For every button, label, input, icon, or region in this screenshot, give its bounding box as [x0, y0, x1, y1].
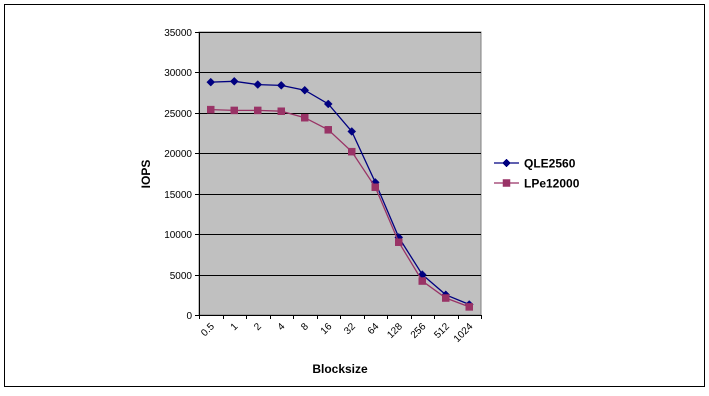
y-tick-label: 30000 [164, 68, 192, 79]
y-tick-label: 35000 [164, 28, 192, 39]
legend-marker-lpe12000 [502, 179, 511, 187]
series-line-lpe12000 [210, 108, 470, 308]
y-tick-label: 0 [186, 311, 192, 322]
data-point-qle2560 [229, 76, 239, 86]
data-point-lpe12000 [371, 183, 379, 191]
y-axis-title: IOPS [139, 160, 153, 189]
data-point-lpe12000 [230, 106, 238, 115]
data-point-lpe12000 [418, 277, 426, 285]
data-point-lpe12000 [301, 113, 309, 122]
series-lines [206, 76, 474, 311]
series-line-qle2560 [210, 80, 470, 306]
y-tick-label: 25000 [164, 109, 192, 120]
y-tick-label: 5000 [170, 271, 193, 282]
legend-marker-qle2560 [502, 158, 511, 168]
axes [195, 32, 482, 319]
data-point-qle2560 [347, 127, 357, 136]
legend-label-lpe12000: LPe12000 [524, 177, 580, 191]
y-tick-label: 20000 [164, 149, 192, 160]
gridlines [199, 32, 481, 276]
x-axis-title: Blocksize [312, 362, 368, 376]
data-point-lpe12000 [442, 294, 450, 302]
plot-area [198, 31, 482, 316]
data-point-lpe12000 [277, 107, 285, 115]
data-point-lpe12000 [395, 238, 403, 246]
data-point-lpe12000 [324, 126, 332, 134]
data-point-qle2560 [206, 77, 216, 87]
data-point-lpe12000 [207, 105, 215, 114]
data-point-qle2560 [323, 99, 333, 109]
data-point-lpe12000 [348, 147, 356, 156]
data-point-qle2560 [253, 80, 263, 89]
data-point-lpe12000 [254, 106, 262, 115]
data-point-qle2560 [300, 85, 310, 95]
legend: QLE2560 LPe12000 [494, 157, 580, 191]
data-point-lpe12000 [465, 303, 473, 311]
data-point-qle2560 [276, 81, 286, 90]
y-tick-label: 10000 [164, 230, 192, 241]
legend-label-qle2560: QLE2560 [524, 157, 576, 171]
y-tick-label: 15000 [164, 190, 192, 201]
